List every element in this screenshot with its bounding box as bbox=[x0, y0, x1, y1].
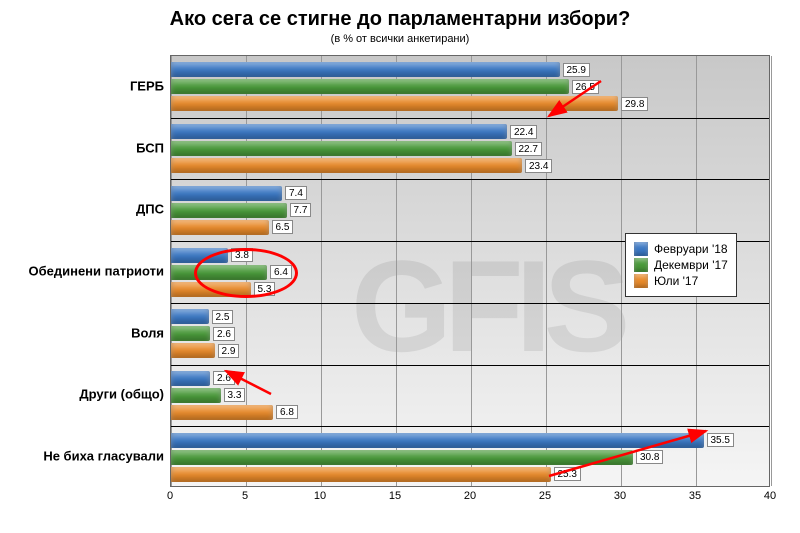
category-label: Други (общо) bbox=[79, 387, 164, 402]
bar bbox=[171, 62, 560, 77]
bar-value-label: 23.4 bbox=[525, 159, 552, 173]
bar bbox=[171, 282, 251, 297]
bar bbox=[171, 343, 215, 358]
category-label: Обединени патриоти bbox=[28, 264, 164, 279]
bar bbox=[171, 388, 221, 403]
bar-value-label: 2.6 bbox=[213, 327, 235, 341]
bar bbox=[171, 124, 507, 139]
legend-swatch bbox=[634, 274, 648, 288]
bar bbox=[171, 265, 267, 280]
legend-item: Декември '17 bbox=[634, 258, 728, 272]
bar-value-label: 22.4 bbox=[510, 125, 537, 139]
bar-value-label: 35.5 bbox=[707, 433, 734, 447]
category-label: ДПС bbox=[136, 202, 164, 217]
row-separator bbox=[171, 179, 769, 180]
legend-label: Февруари '18 bbox=[654, 242, 728, 256]
bar-value-label: 5.3 bbox=[254, 282, 276, 296]
x-tick-label: 40 bbox=[764, 490, 776, 502]
bar-value-label: 2.6 bbox=[213, 371, 235, 385]
bar-value-label: 2.9 bbox=[218, 344, 240, 358]
chart-subtitle: (в % от всички анкетирани) bbox=[0, 33, 800, 45]
legend-label: Юли '17 bbox=[654, 274, 698, 288]
bar-value-label: 22.7 bbox=[515, 142, 542, 156]
bar bbox=[171, 96, 618, 111]
x-tick-label: 30 bbox=[614, 490, 626, 502]
bar-value-label: 30.8 bbox=[636, 450, 663, 464]
row-separator bbox=[171, 365, 769, 366]
grid-line bbox=[771, 56, 772, 486]
bar-value-label: 26.5 bbox=[572, 80, 599, 94]
x-tick-label: 5 bbox=[242, 490, 248, 502]
grid-line bbox=[321, 56, 322, 486]
bar bbox=[171, 186, 282, 201]
x-tick-label: 25 bbox=[539, 490, 551, 502]
legend-swatch bbox=[634, 242, 648, 256]
x-tick-label: 15 bbox=[389, 490, 401, 502]
bar bbox=[171, 405, 273, 420]
category-label: ГЕРБ bbox=[130, 78, 164, 93]
legend: Февруари '18 Декември '17 Юли '17 bbox=[625, 233, 737, 297]
bar-value-label: 6.8 bbox=[276, 405, 298, 419]
bar bbox=[171, 450, 633, 465]
bar bbox=[171, 141, 512, 156]
grid-line bbox=[471, 56, 472, 486]
bar-value-label: 25.9 bbox=[563, 63, 590, 77]
bar bbox=[171, 203, 287, 218]
bar bbox=[171, 433, 704, 448]
category-label: Воля bbox=[131, 325, 164, 340]
bar bbox=[171, 79, 569, 94]
category-label: БСП bbox=[136, 140, 164, 155]
category-label: Не биха гласували bbox=[43, 449, 164, 464]
bar-value-label: 3.8 bbox=[231, 248, 253, 262]
row-separator bbox=[171, 303, 769, 304]
bar-value-label: 7.4 bbox=[285, 186, 307, 200]
bar bbox=[171, 371, 210, 386]
x-tick-label: 10 bbox=[314, 490, 326, 502]
x-tick-label: 20 bbox=[464, 490, 476, 502]
bar-value-label: 2.5 bbox=[212, 310, 234, 324]
grid-line bbox=[621, 56, 622, 486]
x-tick-label: 0 bbox=[167, 490, 173, 502]
row-separator bbox=[171, 118, 769, 119]
bar-value-label: 7.7 bbox=[290, 203, 312, 217]
bar bbox=[171, 309, 209, 324]
bar-value-label: 25.3 bbox=[554, 467, 581, 481]
grid-line bbox=[396, 56, 397, 486]
grid-line bbox=[546, 56, 547, 486]
bar bbox=[171, 326, 210, 341]
bar-value-label: 3.3 bbox=[224, 388, 246, 402]
legend-label: Декември '17 bbox=[654, 258, 728, 272]
legend-swatch bbox=[634, 258, 648, 272]
legend-item: Юли '17 bbox=[634, 274, 728, 288]
row-separator bbox=[171, 426, 769, 427]
chart-title: Ако сега се стигне до парламентарни избо… bbox=[0, 0, 800, 31]
bar bbox=[171, 158, 522, 173]
watermark: GFIS bbox=[351, 231, 622, 381]
bar-value-label: 6.4 bbox=[270, 265, 292, 279]
bar bbox=[171, 248, 228, 263]
bar bbox=[171, 220, 269, 235]
legend-item: Февруари '18 bbox=[634, 242, 728, 256]
x-tick-label: 35 bbox=[689, 490, 701, 502]
bar bbox=[171, 467, 551, 482]
bar-value-label: 6.5 bbox=[272, 220, 294, 234]
bar-value-label: 29.8 bbox=[621, 97, 648, 111]
